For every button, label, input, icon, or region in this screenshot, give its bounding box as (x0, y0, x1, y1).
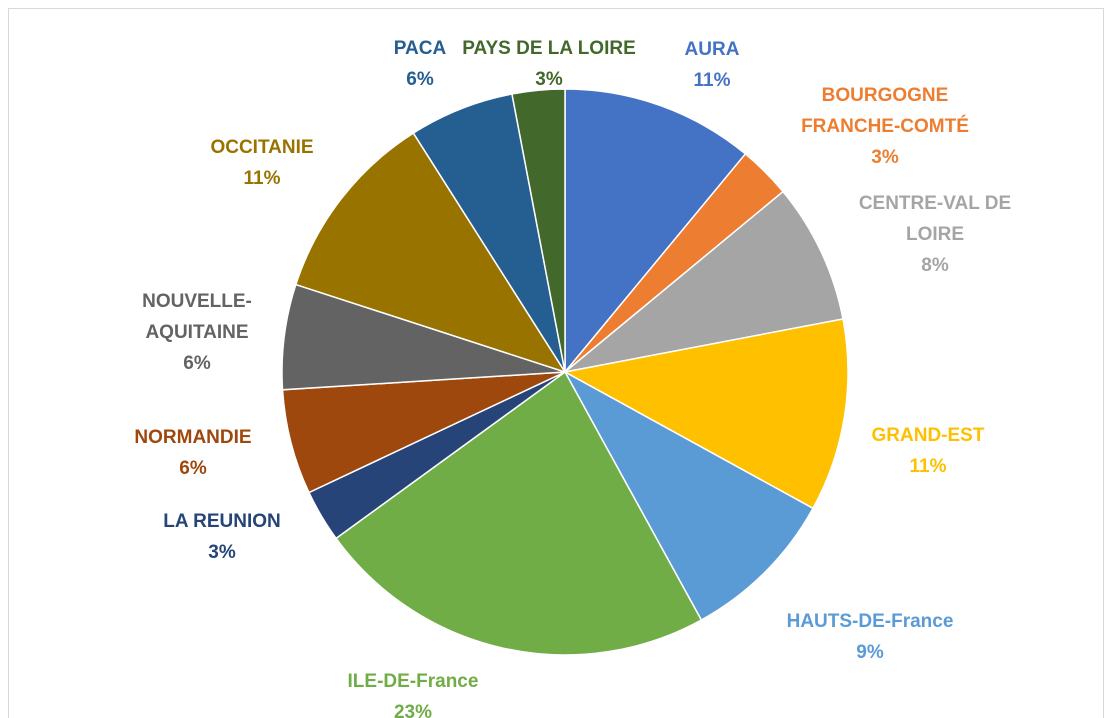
percent-label: 3% (871, 147, 899, 168)
slice-label: OCCITANIE 11% (182, 132, 342, 194)
percent-label: 3% (208, 542, 236, 563)
percent-label: 23% (393, 702, 433, 718)
category-label: OCCITANIE (210, 137, 314, 158)
percent-label: 8% (921, 255, 949, 276)
percent-label: 11% (693, 70, 731, 91)
pie-slice (564, 190, 844, 373)
category-label: PACA (393, 38, 447, 59)
category-label: CENTRE-VAL DE LOIRE (858, 193, 1012, 245)
category-label: NORMANDIE (134, 427, 252, 448)
percent-label: 6% (183, 353, 211, 374)
category-label: HAUTS-DE-France (786, 611, 954, 632)
category-label: PAYS DE LA LOIRE (462, 38, 636, 59)
slice-label: CENTRE-VAL DE LOIRE 8% (840, 188, 1030, 281)
pie-slice (562, 318, 849, 510)
pie-slice (563, 370, 815, 622)
slice-label: HAUTS-DE-France 9% (760, 606, 980, 668)
slice-label: NOUVELLE-AQUITAINE 6% (127, 286, 267, 379)
slice-label: PACA 6% (385, 33, 455, 95)
slice-label: PAYS DE LA LOIRE 3% (439, 33, 659, 95)
percent-label: 9% (856, 642, 884, 663)
percent-label: 11% (909, 456, 947, 477)
pie-slice (334, 370, 703, 656)
category-label: AURA (684, 39, 740, 60)
pie-slice (294, 132, 567, 374)
slice-label: NORMANDIE 6% (113, 422, 273, 484)
percent-label: 11% (243, 168, 281, 189)
category-label: LA REUNION (163, 511, 281, 532)
percent-label: 6% (406, 69, 434, 90)
pie-slice (511, 88, 566, 373)
percent-label: 6% (179, 458, 207, 479)
slice-label: ILE-DE-France 23% (313, 666, 513, 718)
slice-label: AURA 11% (652, 34, 772, 96)
category-label: ILE-DE-France (347, 671, 479, 692)
category-label: NOUVELLE-AQUITAINE (142, 291, 252, 343)
slice-label: BOURGOGNE FRANCHE-COMTÉ 3% (785, 80, 985, 173)
pie-slice (564, 88, 747, 375)
slice-label: LA REUNION 3% (132, 506, 312, 568)
percent-label: 3% (535, 69, 563, 90)
chart-frame (8, 8, 1104, 718)
slice-label: GRAND-EST 11% (853, 420, 1003, 482)
category-label: GRAND-EST (871, 425, 985, 446)
category-label: BOURGOGNE FRANCHE-COMTÉ (801, 85, 969, 137)
